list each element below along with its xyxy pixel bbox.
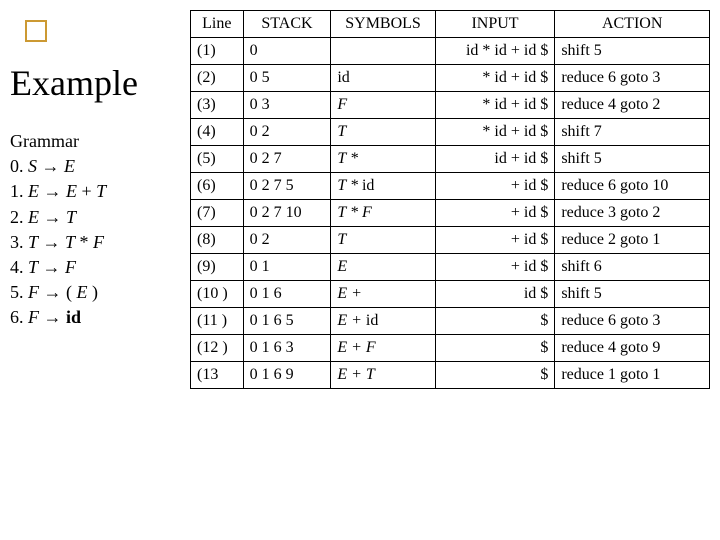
cell-symbols: F	[331, 92, 435, 119]
table-row: (5)0 2 7T *id + id $shift 5	[191, 146, 710, 173]
cell-symbols: E + T	[331, 362, 435, 389]
table-row: (3)0 3F* id + id $reduce 4 goto 2	[191, 92, 710, 119]
cell-line: (1)	[191, 38, 244, 65]
cell-stack: 0 5	[243, 65, 331, 92]
cell-action: reduce 4 goto 2	[555, 92, 710, 119]
grammar-heading: Grammar	[10, 129, 190, 154]
cell-input: $	[435, 335, 555, 362]
cell-line: (5)	[191, 146, 244, 173]
cell-action: shift 6	[555, 254, 710, 281]
cell-symbols: T * id	[331, 173, 435, 200]
cell-symbols: T	[331, 227, 435, 254]
page-title: Example	[10, 62, 190, 104]
cell-input: id + id $	[435, 146, 555, 173]
grammar-rule: 6. F → id	[10, 305, 190, 330]
cell-stack: 0 2 7	[243, 146, 331, 173]
table-row: (8)0 2T+ id $reduce 2 goto 1	[191, 227, 710, 254]
grammar-rule: 0. S → E	[10, 154, 190, 179]
cell-input: $	[435, 308, 555, 335]
grammar-rule: 1. E → E + T	[10, 179, 190, 204]
cell-action: shift 5	[555, 38, 710, 65]
table-row: (1)0 id * id + id $shift 5	[191, 38, 710, 65]
cell-input: * id + id $	[435, 119, 555, 146]
cell-action: shift 7	[555, 119, 710, 146]
table-row: (2)0 5id* id + id $reduce 6 goto 3	[191, 65, 710, 92]
grammar-rule: 2. E → T	[10, 205, 190, 230]
cell-action: reduce 1 goto 1	[555, 362, 710, 389]
header-action: ACTION	[555, 11, 710, 38]
cell-symbols: E + id	[331, 308, 435, 335]
cell-stack: 0	[243, 38, 331, 65]
table-row: (4)0 2T* id + id $shift 7	[191, 119, 710, 146]
cell-line: (10 )	[191, 281, 244, 308]
cell-line: (13	[191, 362, 244, 389]
cell-action: shift 5	[555, 281, 710, 308]
cell-symbols: T	[331, 119, 435, 146]
cell-line: (11 )	[191, 308, 244, 335]
cell-action: shift 5	[555, 146, 710, 173]
cell-line: (12 )	[191, 335, 244, 362]
grammar-rule: 4. T → F	[10, 255, 190, 280]
header-line: Line	[191, 11, 244, 38]
decorative-box	[25, 20, 47, 42]
cell-action: reduce 6 goto 3	[555, 65, 710, 92]
cell-line: (8)	[191, 227, 244, 254]
cell-line: (9)	[191, 254, 244, 281]
cell-symbols: E	[331, 254, 435, 281]
cell-input: + id $	[435, 173, 555, 200]
cell-symbols	[331, 38, 435, 65]
cell-symbols: id	[331, 65, 435, 92]
grammar-rule: 5. F → ( E )	[10, 280, 190, 305]
cell-stack: 0 2	[243, 227, 331, 254]
cell-line: (2)	[191, 65, 244, 92]
cell-symbols: T *	[331, 146, 435, 173]
cell-input: id $	[435, 281, 555, 308]
cell-input: * id + id $	[435, 92, 555, 119]
cell-symbols: E +	[331, 281, 435, 308]
cell-action: reduce 2 goto 1	[555, 227, 710, 254]
cell-stack: 0 2 7 10	[243, 200, 331, 227]
table-row: (130 1 6 9E + T$reduce 1 goto 1	[191, 362, 710, 389]
table-row: (9)0 1E+ id $shift 6	[191, 254, 710, 281]
cell-stack: 0 1 6	[243, 281, 331, 308]
header-symbols: SYMBOLS	[331, 11, 435, 38]
cell-line: (7)	[191, 200, 244, 227]
table-row: (11 )0 1 6 5E + id$reduce 6 goto 3	[191, 308, 710, 335]
table-header-row: Line STACK SYMBOLS INPUT ACTION	[191, 11, 710, 38]
cell-line: (3)	[191, 92, 244, 119]
cell-input: + id $	[435, 227, 555, 254]
cell-stack: 0 1	[243, 254, 331, 281]
cell-symbols: E + F	[331, 335, 435, 362]
cell-stack: 0 3	[243, 92, 331, 119]
grammar-rule: 3. T → T * F	[10, 230, 190, 255]
cell-symbols: T * F	[331, 200, 435, 227]
cell-stack: 0 2 7 5	[243, 173, 331, 200]
cell-input: id * id + id $	[435, 38, 555, 65]
header-stack: STACK	[243, 11, 331, 38]
table-row: (10 )0 1 6E +id $shift 5	[191, 281, 710, 308]
cell-action: reduce 6 goto 3	[555, 308, 710, 335]
cell-action: reduce 3 goto 2	[555, 200, 710, 227]
table-row: (12 )0 1 6 3E + F$reduce 4 goto 9	[191, 335, 710, 362]
cell-input: * id + id $	[435, 65, 555, 92]
cell-stack: 0 1 6 9	[243, 362, 331, 389]
cell-input: + id $	[435, 200, 555, 227]
cell-action: reduce 4 goto 9	[555, 335, 710, 362]
cell-line: (4)	[191, 119, 244, 146]
header-input: INPUT	[435, 11, 555, 38]
table-row: (6)0 2 7 5T * id+ id $reduce 6 goto 10	[191, 173, 710, 200]
cell-line: (6)	[191, 173, 244, 200]
cell-input: + id $	[435, 254, 555, 281]
cell-stack: 0 1 6 5	[243, 308, 331, 335]
cell-input: $	[435, 362, 555, 389]
cell-action: reduce 6 goto 10	[555, 173, 710, 200]
parse-table: Line STACK SYMBOLS INPUT ACTION (1)0id *…	[190, 10, 710, 389]
table-row: (7)0 2 7 10T * F+ id $reduce 3 goto 2	[191, 200, 710, 227]
grammar-block: Grammar 0. S → E 1. E → E + T 2. E → T 3…	[10, 129, 190, 331]
cell-stack: 0 2	[243, 119, 331, 146]
cell-stack: 0 1 6 3	[243, 335, 331, 362]
